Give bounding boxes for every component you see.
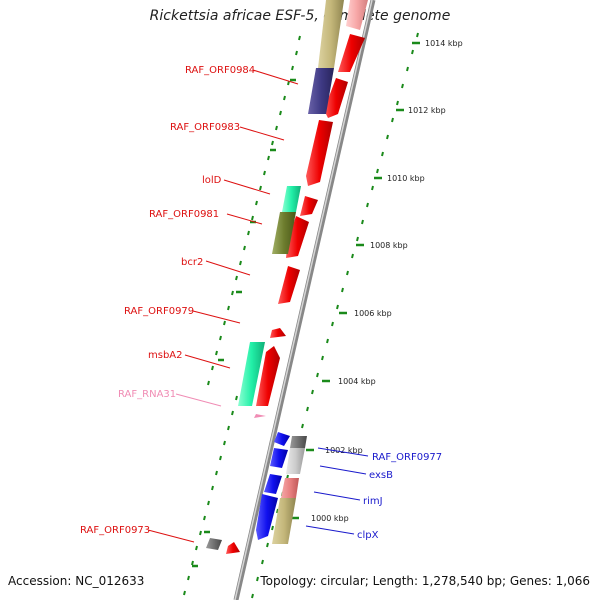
kbp-label-1000: 1000 kbp [311, 514, 349, 523]
gene-label-raf-orf0979: RAF_ORF0979 [124, 306, 194, 317]
gene-raf-orf0979 [270, 328, 286, 338]
gene-label-raf-orf0973: RAF_ORF0973 [80, 525, 150, 536]
gene-label-raf-orf0984: RAF_ORF0984 [185, 65, 255, 76]
reverse-strand-genes [256, 432, 290, 540]
gene-bcr2 [278, 266, 300, 304]
block-salmon-rimj [281, 478, 299, 498]
accession-text: Accession: NC_012633 [8, 574, 145, 588]
gene-clpx [256, 494, 278, 540]
gene-label-raf-rna31: RAF_RNA31 [118, 389, 176, 400]
map-title: Rickettsia africae ESF-5, complete genom… [149, 8, 451, 24]
kbp-label-1004: 1004 kbp [338, 377, 376, 386]
inner-ring [183, 35, 301, 596]
forward-strand-genes [226, 0, 368, 554]
block-khaki-top [318, 0, 344, 68]
gene-label-raf-orf0981: RAF_ORF0981 [149, 209, 219, 220]
gene-label-group: RAF_ORF0984 RAF_ORF0983 lolD RAF_ORF0981… [80, 65, 442, 541]
gene-lold [306, 120, 333, 186]
kbp-label-1002: 1002 kbp [325, 446, 363, 455]
block-dgrey-0977 [290, 436, 307, 448]
rna-raf-rna31 [254, 414, 266, 418]
gene-raf-orf0984-block [346, 0, 368, 30]
kbp-label-1012: 1012 kbp [408, 106, 446, 115]
label-leaders [147, 69, 369, 543]
gene-raf-orf0983 [324, 78, 348, 118]
gene-label-msba2: msbA2 [148, 350, 183, 361]
block-grey-exsb [286, 448, 305, 474]
scale-major-ticks [291, 41, 420, 520]
gene-raf-orf0973 [226, 542, 240, 554]
gene-label-raf-orf0983: RAF_ORF0983 [170, 122, 240, 133]
gene-exsb [270, 448, 288, 468]
scale-labels: 1014 kbp 1012 kbp 1010 kbp 1008 kbp 1006… [311, 39, 463, 523]
gene-label-bcr2: bcr2 [181, 257, 203, 268]
gene-label-clpx: clpX [357, 530, 379, 541]
genome-summary-text: Topology: circular; Length: 1,278,540 bp… [260, 574, 590, 588]
gene-raf-orf0977 [274, 432, 290, 446]
block-mint-msba2 [238, 342, 265, 406]
block-mint-lold [282, 186, 301, 212]
block-dgrey-0973 [206, 538, 222, 550]
kbp-label-1010: 1010 kbp [387, 174, 425, 183]
gene-label-lold: lolD [202, 175, 222, 186]
gene-msba2 [256, 346, 280, 406]
gene-raf-orf0981-b [286, 216, 309, 258]
category-blocks [206, 0, 344, 550]
backbone [233, 0, 376, 600]
block-khaki-clpx [272, 498, 296, 544]
kbp-label-1006: 1006 kbp [354, 309, 392, 318]
gene-raf-orf0981 [300, 196, 318, 216]
kbp-label-1014: 1014 kbp [425, 39, 463, 48]
kbp-label-1008: 1008 kbp [370, 241, 408, 250]
inner-ring-major [192, 78, 296, 568]
block-olive [272, 212, 296, 254]
gene-raf-orf0984 [338, 34, 365, 72]
gene-label-rimj: rimJ [363, 496, 383, 507]
block-navy [308, 68, 334, 114]
gene-label-exsb: exsB [369, 470, 393, 481]
gene-rimj [264, 474, 282, 494]
gene-label-raf-orf0977: RAF_ORF0977 [372, 452, 442, 463]
